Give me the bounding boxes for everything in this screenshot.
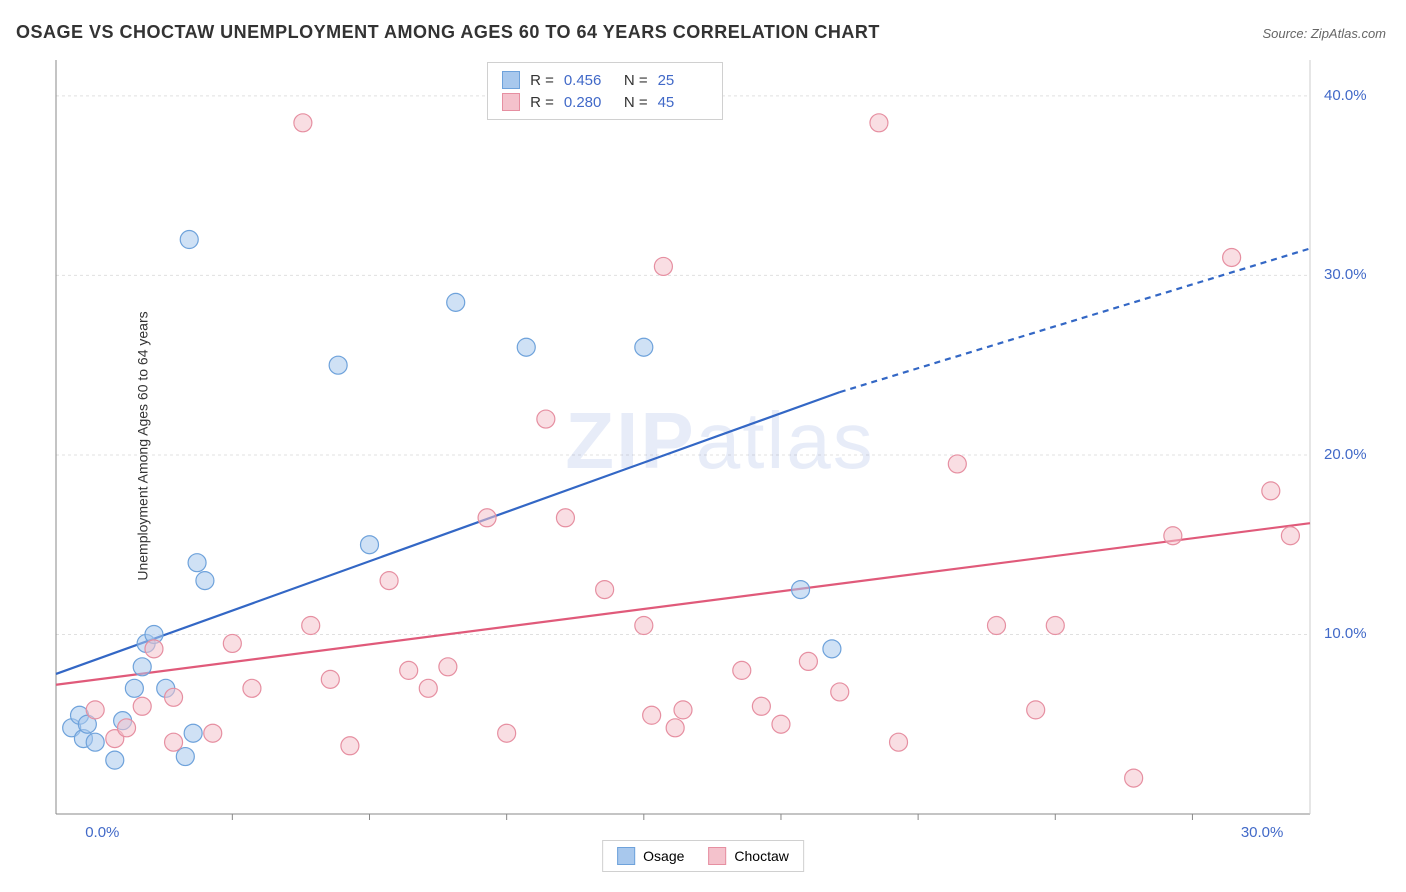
- y-tick-label: 10.0%: [1324, 625, 1367, 642]
- legend-item: Choctaw: [708, 847, 788, 865]
- x-tick-label: 30.0%: [1241, 824, 1284, 841]
- series-legend: Osage Choctaw: [602, 840, 804, 872]
- correlation-legend-row: R =0.280 N =45: [502, 91, 708, 113]
- y-tick-label: 30.0%: [1324, 266, 1367, 283]
- chart-title: OSAGE VS CHOCTAW UNEMPLOYMENT AMONG AGES…: [16, 22, 880, 43]
- correlation-legend-row: R =0.456 N =25: [502, 69, 708, 91]
- legend-label: Choctaw: [734, 848, 788, 864]
- source-attribution: Source: ZipAtlas.com: [1262, 26, 1386, 41]
- x-tick-label: 0.0%: [85, 824, 119, 841]
- y-tick-label: 20.0%: [1324, 446, 1367, 463]
- legend-label: Osage: [643, 848, 684, 864]
- legend-swatch: [617, 847, 635, 865]
- correlation-legend: R =0.456 N =25 R =0.280 N =45: [487, 62, 723, 120]
- legend-swatch: [708, 847, 726, 865]
- legend-item: Osage: [617, 847, 684, 865]
- chart-container: ZIPatlas R =0.456 N =25 R =0.280 N =45: [50, 50, 1390, 832]
- y-tick-label: 40.0%: [1324, 87, 1367, 104]
- scatter-chart: [50, 50, 1390, 832]
